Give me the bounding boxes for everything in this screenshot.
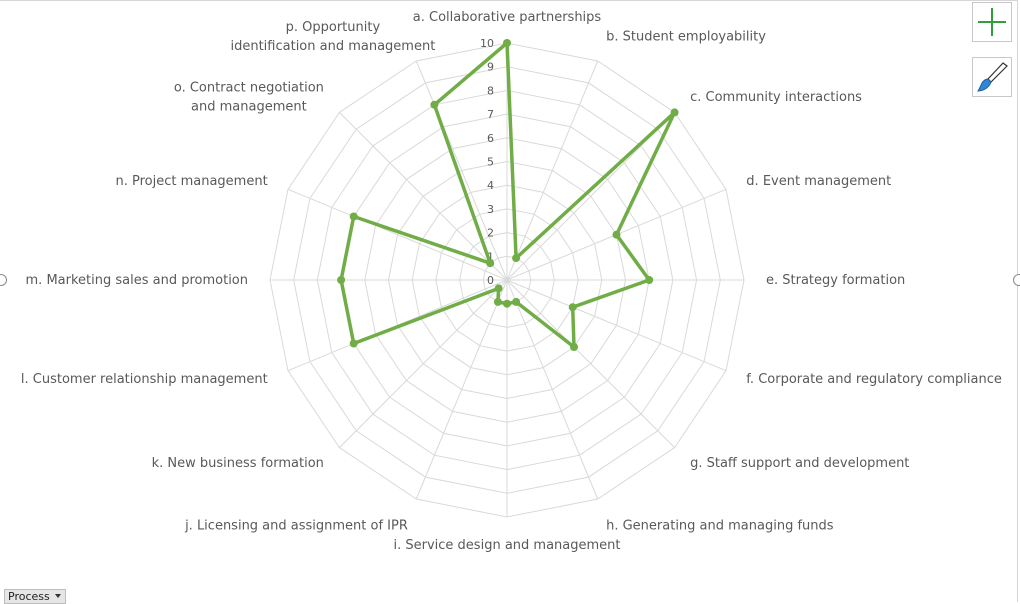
grid-spoke	[339, 279, 508, 448]
radial-tick-label: 4	[487, 179, 494, 192]
category-label: d. Event management	[746, 174, 891, 189]
radial-tick-label: 1	[487, 250, 494, 263]
category-label: m. Marketing sales and promotion	[26, 273, 248, 288]
category-label: g. Staff support and development	[690, 456, 909, 471]
radial-tick-label: 9	[487, 61, 494, 74]
category-label: e. Strategy formation	[766, 273, 905, 288]
paintbrush-icon	[977, 62, 1008, 92]
grid-spoke	[506, 279, 675, 448]
radial-tick-label: 3	[487, 203, 494, 216]
radial-tick-label: 0	[487, 274, 494, 287]
radial-tick-label: 2	[487, 227, 494, 240]
grid-spoke	[415, 60, 508, 281]
data-point[interactable]	[512, 297, 521, 306]
data-point[interactable]	[349, 339, 358, 348]
data-point[interactable]	[503, 299, 511, 308]
category-label: n. Project management	[115, 174, 267, 189]
radial-tick-label: 10	[480, 37, 494, 50]
grid-spoke	[506, 60, 599, 281]
grid-spoke	[339, 112, 508, 281]
category-label: o. Contract negotiation and management	[174, 80, 324, 114]
data-point[interactable]	[670, 108, 679, 117]
category-labels: a. Collaborative partnerships b. Student …	[21, 10, 1002, 553]
resize-handle-right[interactable]	[1013, 274, 1020, 286]
category-label: k. New business formation	[152, 456, 324, 471]
process-filter-button[interactable]: Process	[4, 589, 66, 604]
data-point[interactable]	[494, 284, 503, 293]
radial-tick-label: 5	[487, 156, 494, 169]
grid-spoke	[415, 279, 508, 500]
category-label: p. Opportunity identification and managem…	[230, 20, 435, 54]
category-label: a. Collaborative partnerships	[413, 10, 602, 25]
category-label: b. Student employability	[606, 30, 766, 45]
chart-elements-button[interactable]	[972, 2, 1012, 42]
grid-spoke	[287, 188, 508, 281]
category-label: j. Licensing and assignment of IPR	[184, 518, 408, 533]
radial-tick-label: 6	[487, 132, 494, 145]
data-point[interactable]	[512, 254, 521, 263]
data-point[interactable]	[430, 100, 439, 109]
data-point[interactable]	[337, 276, 346, 284]
data-point[interactable]	[568, 303, 577, 312]
category-label: l. Customer relationship management	[21, 372, 268, 387]
data-point[interactable]	[503, 39, 511, 47]
dropdown-arrow-icon	[55, 594, 61, 598]
grid-spoke	[506, 279, 727, 372]
category-label: i. Service design and management	[394, 538, 621, 553]
data-point[interactable]	[645, 276, 654, 284]
radial-tick-label: 8	[487, 84, 494, 97]
data-point[interactable]	[349, 212, 358, 221]
radial-tick-label: 7	[487, 108, 494, 121]
chart-styles-button[interactable]	[972, 57, 1012, 97]
grid-spoke	[506, 279, 599, 500]
category-label: h. Generating and managing funds	[606, 518, 834, 533]
radial-tick-labels: 0 1 2 3 4 5 6 7 8 9 10	[480, 37, 494, 287]
process-filter-label: Process	[8, 590, 50, 603]
data-point[interactable]	[493, 297, 502, 306]
category-label: c. Community interactions	[690, 90, 862, 105]
category-label: f. Corporate and regulatory compliance	[746, 372, 1002, 387]
data-point[interactable]	[570, 343, 578, 351]
plus-icon	[978, 8, 1006, 36]
data-point[interactable]	[486, 259, 495, 268]
data-point[interactable]	[612, 230, 621, 239]
series	[337, 39, 679, 351]
